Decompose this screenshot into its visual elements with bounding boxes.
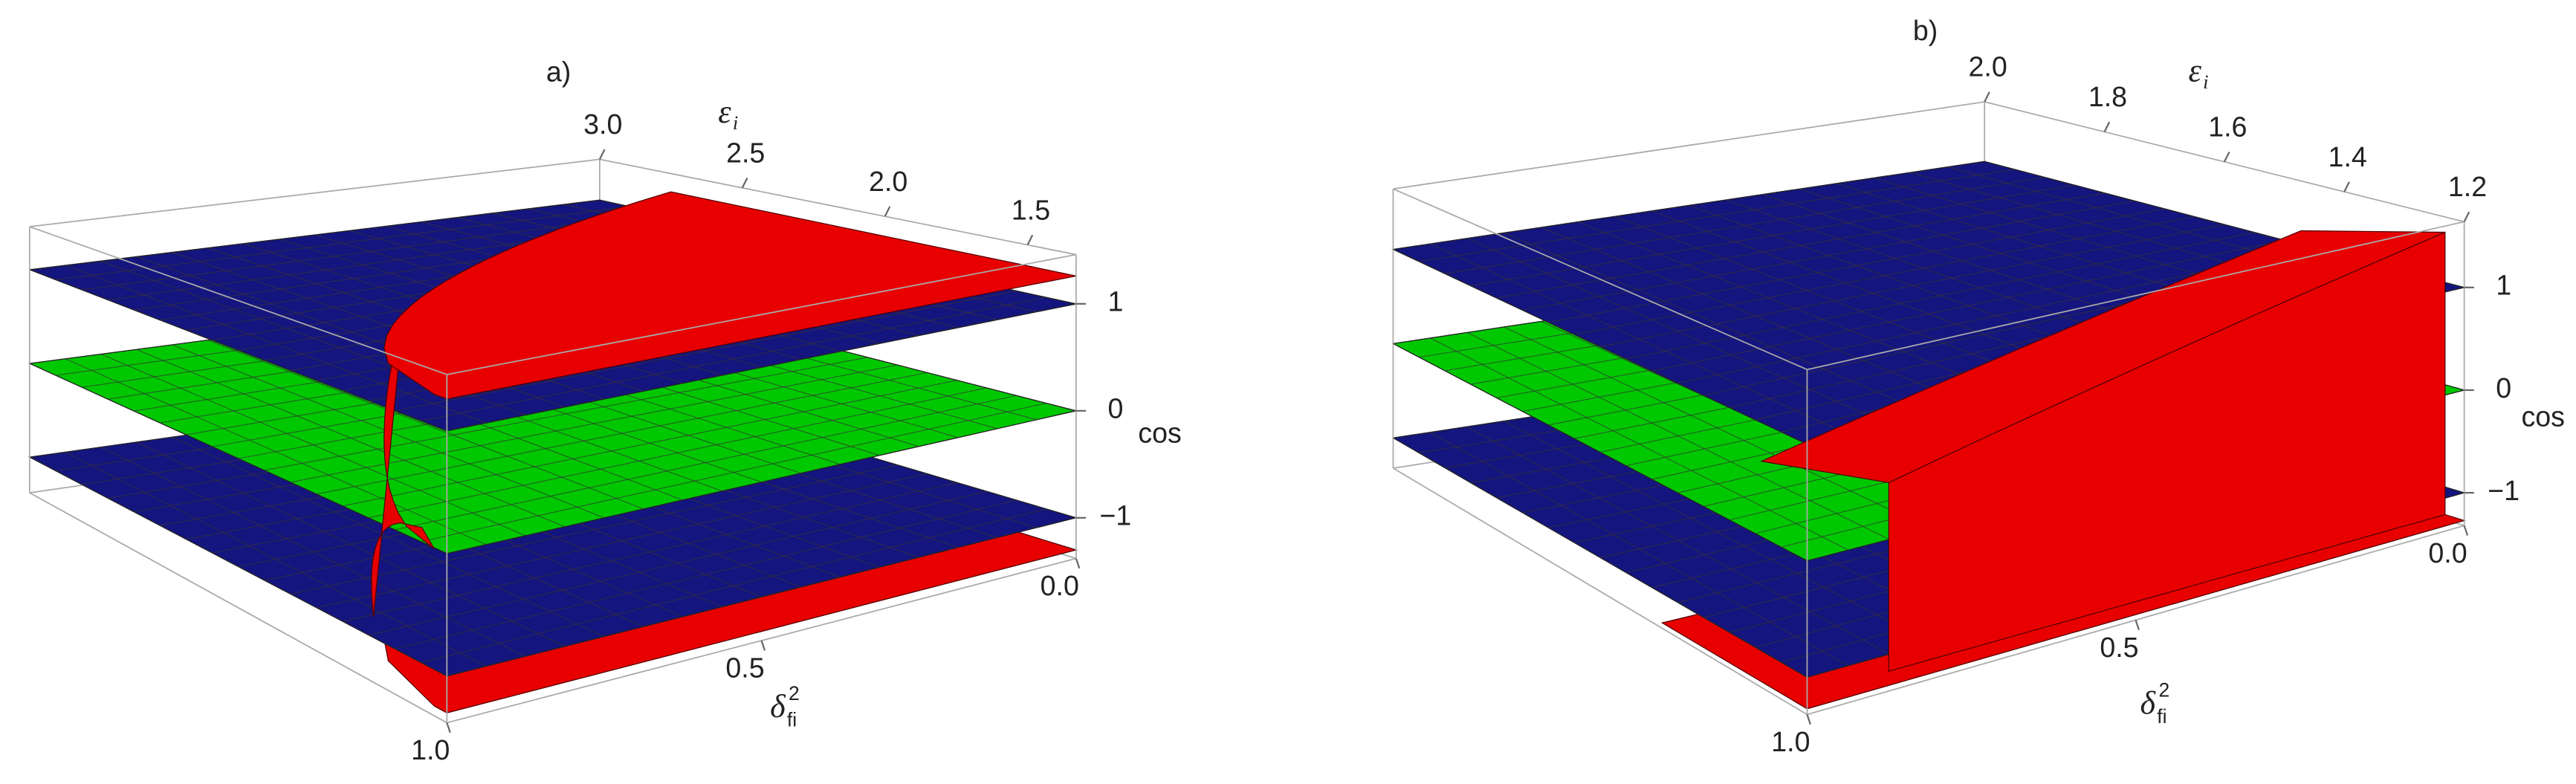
tick — [2463, 211, 2470, 222]
x-tick-label: 0.0 — [2428, 537, 2467, 568]
z-tick-label: 1 — [2496, 270, 2511, 301]
y-axis-label: ε — [2189, 53, 2202, 89]
y-tick-label: 1.6 — [2208, 111, 2247, 142]
y-axis-label-sub: i — [733, 111, 738, 134]
mesh-line — [1614, 216, 2054, 386]
mesh-line — [136, 349, 566, 528]
tick — [2223, 151, 2230, 163]
mesh-line — [65, 451, 487, 667]
tick — [1075, 558, 1081, 569]
mesh-line — [1429, 243, 1848, 435]
mesh-line — [100, 447, 526, 657]
chart-title: a) — [546, 56, 571, 87]
y-tick-label: 1.5 — [1012, 194, 1050, 225]
x-axis-label-sub: fi — [2157, 705, 2166, 728]
x-axis-label-sup: 2 — [789, 682, 800, 704]
tick — [598, 149, 606, 160]
box-edge — [447, 253, 1077, 375]
tick — [1984, 91, 1990, 103]
surface — [371, 312, 436, 618]
mesh-line — [1419, 169, 2015, 262]
box-edge — [1807, 221, 2465, 371]
tick — [884, 206, 891, 217]
box-edge — [29, 226, 447, 375]
tick — [760, 640, 766, 651]
z-tick-label: −1 — [2488, 475, 2520, 506]
mesh-line — [81, 213, 660, 291]
mesh-line — [1599, 224, 2225, 348]
tick — [1026, 234, 1034, 246]
y-tick-label: 1.4 — [2329, 141, 2367, 172]
mesh-line — [1504, 232, 1931, 415]
mesh-line — [1504, 326, 1931, 529]
mesh-line — [1466, 238, 1890, 425]
surface — [1759, 230, 2446, 484]
mesh-line — [172, 436, 605, 638]
tick — [2463, 525, 2469, 536]
tick — [741, 178, 748, 189]
box-edge — [1393, 467, 1808, 716]
y-tick-label: 1.8 — [2088, 81, 2127, 112]
box-edge — [1393, 101, 1985, 190]
mesh-line — [1466, 331, 1890, 540]
z-tick-label: 0 — [1107, 393, 1123, 424]
mesh-line — [1496, 192, 2105, 299]
x-tick-label: 0.5 — [2100, 632, 2138, 663]
x-axis-label: δ — [2140, 685, 2157, 722]
mesh-line — [207, 340, 644, 510]
x-tick-label: 0.5 — [725, 652, 764, 684]
z-axis-label: cos — [1138, 418, 1181, 449]
mesh-line — [136, 441, 566, 647]
mesh-line — [1445, 176, 2045, 274]
mesh-line — [1522, 200, 2135, 311]
y-axis-label-sub: i — [2203, 71, 2208, 93]
box-edge — [1393, 188, 1808, 371]
x-tick-label: 1.0 — [411, 734, 450, 765]
box-edge — [29, 158, 600, 227]
y-tick-label: 3.0 — [583, 108, 622, 140]
y-tick-label: 1.2 — [2448, 171, 2487, 202]
x-axis-label: δ — [770, 688, 786, 725]
y-tick-label: 2.5 — [726, 137, 765, 169]
mesh-line — [1466, 426, 1890, 655]
mesh-line — [1504, 421, 1931, 644]
x-tick-label: 1.0 — [1771, 726, 1810, 757]
z-axis-label: cos — [2521, 401, 2564, 433]
tick — [1806, 714, 1811, 725]
mesh-line — [1577, 221, 2013, 396]
mesh-line — [1548, 208, 2165, 323]
z-tick-label: −1 — [1099, 500, 1131, 531]
y-axis-label: ε — [718, 94, 731, 130]
mesh-line — [65, 358, 487, 545]
y-tick-label: 2.0 — [1968, 51, 2007, 82]
z-tick-label: 1 — [1107, 286, 1123, 317]
chart-title: b) — [1913, 15, 1938, 46]
mesh-line — [1429, 432, 1848, 667]
mesh-line — [1429, 337, 1848, 551]
x-tick-label: 0.0 — [1041, 570, 1079, 601]
mesh-line — [1574, 216, 2195, 335]
tick — [2343, 181, 2350, 192]
x-axis-label-sup: 2 — [2158, 679, 2169, 702]
mesh-line — [1470, 184, 2075, 287]
mesh-line — [55, 206, 630, 281]
y-tick-label: 2.0 — [869, 166, 907, 197]
mesh-line — [65, 265, 487, 424]
tick — [2103, 121, 2111, 132]
z-tick-label: 0 — [2496, 372, 2511, 404]
box-edge — [29, 492, 447, 724]
tick — [446, 722, 451, 733]
surface — [384, 191, 1076, 400]
x-axis-label-sub: fi — [787, 708, 797, 730]
tick — [2135, 620, 2140, 631]
mesh-line — [100, 353, 526, 537]
box-edge — [599, 158, 1077, 256]
mesh-line — [1541, 227, 1972, 406]
